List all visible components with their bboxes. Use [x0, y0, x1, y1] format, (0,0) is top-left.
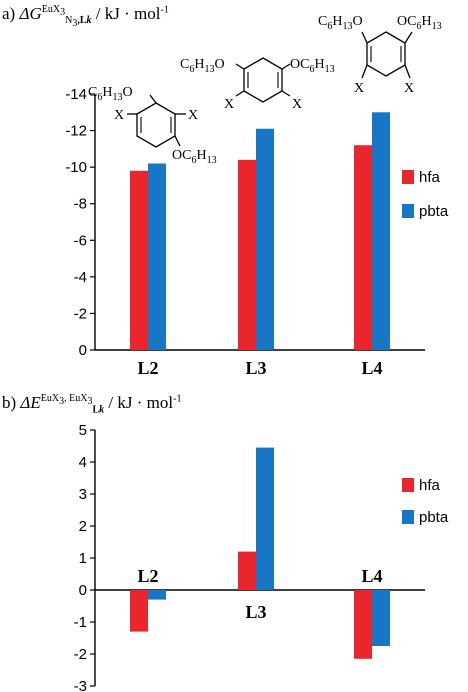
legend-swatch-pbta: [402, 204, 414, 218]
structure-l4: C6H13O OC6H13 X X: [318, 14, 442, 96]
bar-hfa-l4: [354, 145, 372, 350]
l3-hexyl-o-label: OC6H13: [290, 57, 335, 75]
panel-a-unit-exp: -1: [160, 4, 169, 16]
y-tick-label: 0: [79, 582, 87, 599]
y-tick-label: 4: [79, 454, 87, 471]
panel-b-symbol: ΔE: [20, 393, 41, 412]
panel-b-label: b): [2, 393, 17, 412]
legend-label-pbta: pbta: [419, 203, 449, 220]
panel-a-title: a) ΔGEuX3N3,Lk / kJ · mol-1: [2, 4, 169, 29]
panel-a-symbol: ΔG: [19, 4, 42, 23]
l2-hexyl-o-label: OC6H13: [172, 148, 217, 166]
benzene-ring-l4: [366, 31, 406, 77]
y-tick-label: -1: [74, 614, 87, 631]
panel-b-sup-mid: , EuX: [64, 393, 88, 405]
panel-b-sub-l: L: [92, 404, 100, 416]
panel-b-unit: / kJ · mol: [108, 393, 174, 412]
y-tick-label: 2: [79, 518, 87, 535]
panel-b-sup-sub2: 3: [87, 396, 93, 408]
legend-label-hfa: hfa: [419, 477, 441, 494]
l2-x-right: X: [188, 108, 198, 123]
legend-label-hfa: hfa: [419, 169, 441, 186]
bar-pbta-l4: [372, 112, 390, 351]
panel-b-sup-sub1: 3: [59, 396, 65, 408]
panel-a-sup-sub: 3: [60, 7, 66, 19]
bar-pbta-l3: [256, 128, 274, 350]
bar-hfa-l4: [354, 590, 372, 659]
l4-hexyl-o-label: OC6H13: [397, 14, 442, 32]
bond-l3-lower-left: [235, 90, 245, 97]
y-tick-label: -8: [74, 196, 87, 213]
panel-a-unit: / kJ · mol: [95, 4, 161, 23]
y-tick-label: -3: [74, 678, 87, 692]
l4-o-hexyl-label: C6H13O: [318, 14, 363, 32]
bond-l3-lower-right: [281, 90, 291, 97]
bar-pbta-l4: [372, 590, 390, 646]
l4-x-right: X: [404, 81, 414, 96]
panel-a-sup: EuX: [41, 4, 61, 16]
l3-o-hexyl-label: C6H13O: [180, 57, 225, 75]
structure-l3: C6H13O OC6H13 X X: [180, 57, 335, 112]
y-tick-label: -2: [74, 305, 87, 322]
y-tick-label: -4: [74, 269, 87, 286]
y-tick-label: -10: [65, 159, 87, 176]
bar-pbta-l2: [148, 590, 166, 600]
panel-b-unit-exp: -1: [173, 393, 182, 405]
bond-l4-upper-left: [361, 31, 368, 44]
legend-swatch-pbta: [402, 510, 414, 524]
l3-x-left: X: [224, 97, 234, 112]
panel-a-sub-n3: 3: [72, 18, 78, 30]
y-tick-label: -14: [65, 86, 87, 103]
panel-a-label: a): [2, 4, 16, 23]
y-tick-label: 1: [79, 550, 87, 567]
benzene-ring-l2: [136, 102, 176, 148]
chart-panel-b: 5 4 3 2 1 0 -1 -2 -3 L2 L3 L4 hfa pbta: [74, 422, 449, 692]
panel-b-sup: EuX: [40, 393, 60, 405]
category-label-l4: L4: [361, 566, 382, 586]
panel-a-sub-l: ,L: [77, 15, 87, 27]
bond-l2-bottom: [174, 135, 181, 147]
y-tick-label: 3: [79, 486, 87, 503]
bond-l3-upper-right: [281, 63, 291, 70]
category-label-l3: L3: [245, 358, 266, 378]
bar-pbta-l3: [256, 447, 274, 590]
y-tick-label: -6: [74, 232, 87, 249]
y-tick-label: -12: [65, 123, 87, 140]
bond-l3-upper-left: [235, 63, 245, 70]
category-label-l3: L3: [245, 602, 266, 622]
y-tick-label: -2: [74, 646, 87, 663]
benzene-ring-l3: [243, 57, 283, 103]
bar-hfa-l2: [130, 590, 148, 632]
panel-b-title: b) ΔEEuX3, EuX3Lk / kJ · mol-1: [2, 393, 181, 415]
panel-a-sub-k: k: [86, 15, 92, 27]
l4-x-left: X: [354, 81, 364, 96]
structure-l2: C6H13O OC6H13 X X: [88, 85, 217, 166]
bar-pbta-l2: [148, 163, 166, 350]
bond-l2-top: [149, 94, 157, 104]
bar-hfa-l2: [130, 170, 148, 350]
legend-label-pbta: pbta: [419, 509, 449, 526]
bond-l4-upper-right: [404, 31, 413, 44]
l3-x-right: X: [292, 97, 302, 112]
bond-l4-lower-right: [404, 64, 411, 79]
y-tick-label: 5: [79, 422, 87, 439]
legend-swatch-hfa: [402, 170, 414, 184]
category-label-l2: L2: [137, 358, 158, 378]
bond-l4-lower-left: [361, 64, 368, 79]
category-label-l2: L2: [137, 566, 158, 586]
chart-panel-a: 0 -2 -4 -6 -8 -10 -12 -14 L2 L3 L4 hfa pbta: [65, 86, 449, 378]
legend-swatch-hfa: [402, 478, 414, 492]
panel-b-sub-k: k: [99, 404, 105, 416]
bar-hfa-l3: [238, 159, 256, 350]
l2-x-left: X: [114, 108, 124, 123]
y-tick-label: 0: [79, 342, 87, 359]
category-label-l4: L4: [361, 358, 382, 378]
bar-hfa-l3: [238, 551, 256, 590]
panel-a-sub-n: N: [65, 15, 73, 27]
